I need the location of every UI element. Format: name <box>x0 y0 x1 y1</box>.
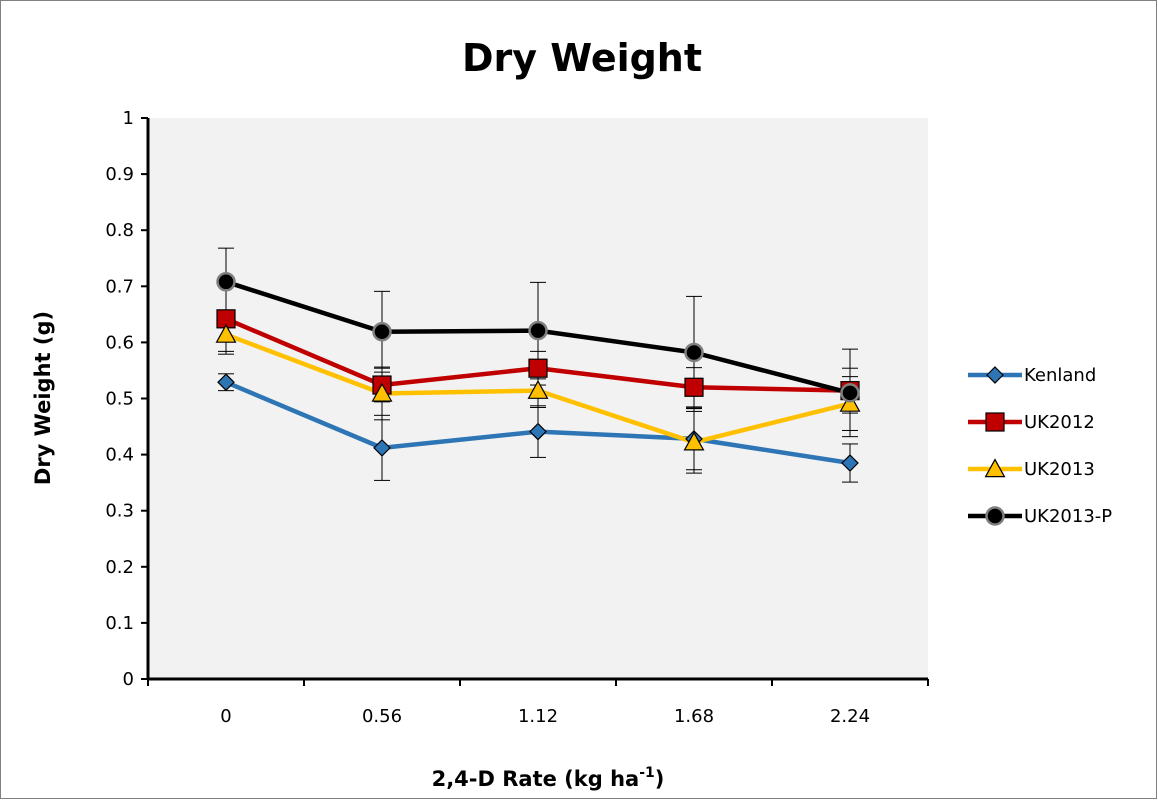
y-tick-label: 0.6 <box>105 332 134 353</box>
y-tick-label: 0 <box>123 669 134 690</box>
x-tick-label: 1.68 <box>674 706 714 727</box>
data-point-uk2013-p <box>842 384 859 401</box>
y-tick-label: 0.8 <box>105 220 134 241</box>
x-tick-label: 2.24 <box>830 706 870 727</box>
chart-title: Dry Weight <box>462 36 702 80</box>
y-tick-label: 1 <box>123 108 134 129</box>
x-tick-label: 0.56 <box>362 706 402 727</box>
y-tick-label: 0.4 <box>105 445 134 466</box>
legend-label: UK2012 <box>1024 412 1095 433</box>
x-axis-label-main: 2,4-D Rate (kg ha <box>432 767 640 791</box>
x-axis-label: 2,4-D Rate (kg ha-1) <box>432 765 665 791</box>
data-point-uk2012 <box>685 378 703 396</box>
legend-label: Kenland <box>1024 365 1096 386</box>
x-axis-label-tail: ) <box>655 767 665 791</box>
y-tick-label: 0.1 <box>105 613 134 634</box>
legend-label: UK2013-P <box>1024 506 1112 527</box>
x-tick-label: 1.12 <box>518 706 558 727</box>
legend-swatch-marker <box>987 508 1004 525</box>
y-tick-label: 0.5 <box>105 389 134 410</box>
legend-item-uk2012: UK2012 <box>968 412 1095 433</box>
y-tick-label: 0.9 <box>105 164 134 185</box>
data-point-uk2013-p <box>374 323 391 340</box>
legend-swatch-marker <box>986 413 1004 431</box>
y-tick-label: 0.3 <box>105 501 134 522</box>
data-point-uk2013-p <box>686 344 703 361</box>
y-tick-label: 0.2 <box>105 557 134 578</box>
legend-item-uk2013-p: UK2013-P <box>968 506 1112 527</box>
x-axis-label-superscript: -1 <box>639 765 655 781</box>
data-point-uk2012 <box>529 359 547 377</box>
x-tick-label: 0 <box>220 706 231 727</box>
data-point-uk2013-p <box>218 273 235 290</box>
y-tick-label: 0.7 <box>105 276 134 297</box>
legend-label: UK2013 <box>1024 459 1095 480</box>
y-axis-label: Dry Weight (g) <box>31 311 55 485</box>
data-point-uk2013-p <box>530 322 547 339</box>
